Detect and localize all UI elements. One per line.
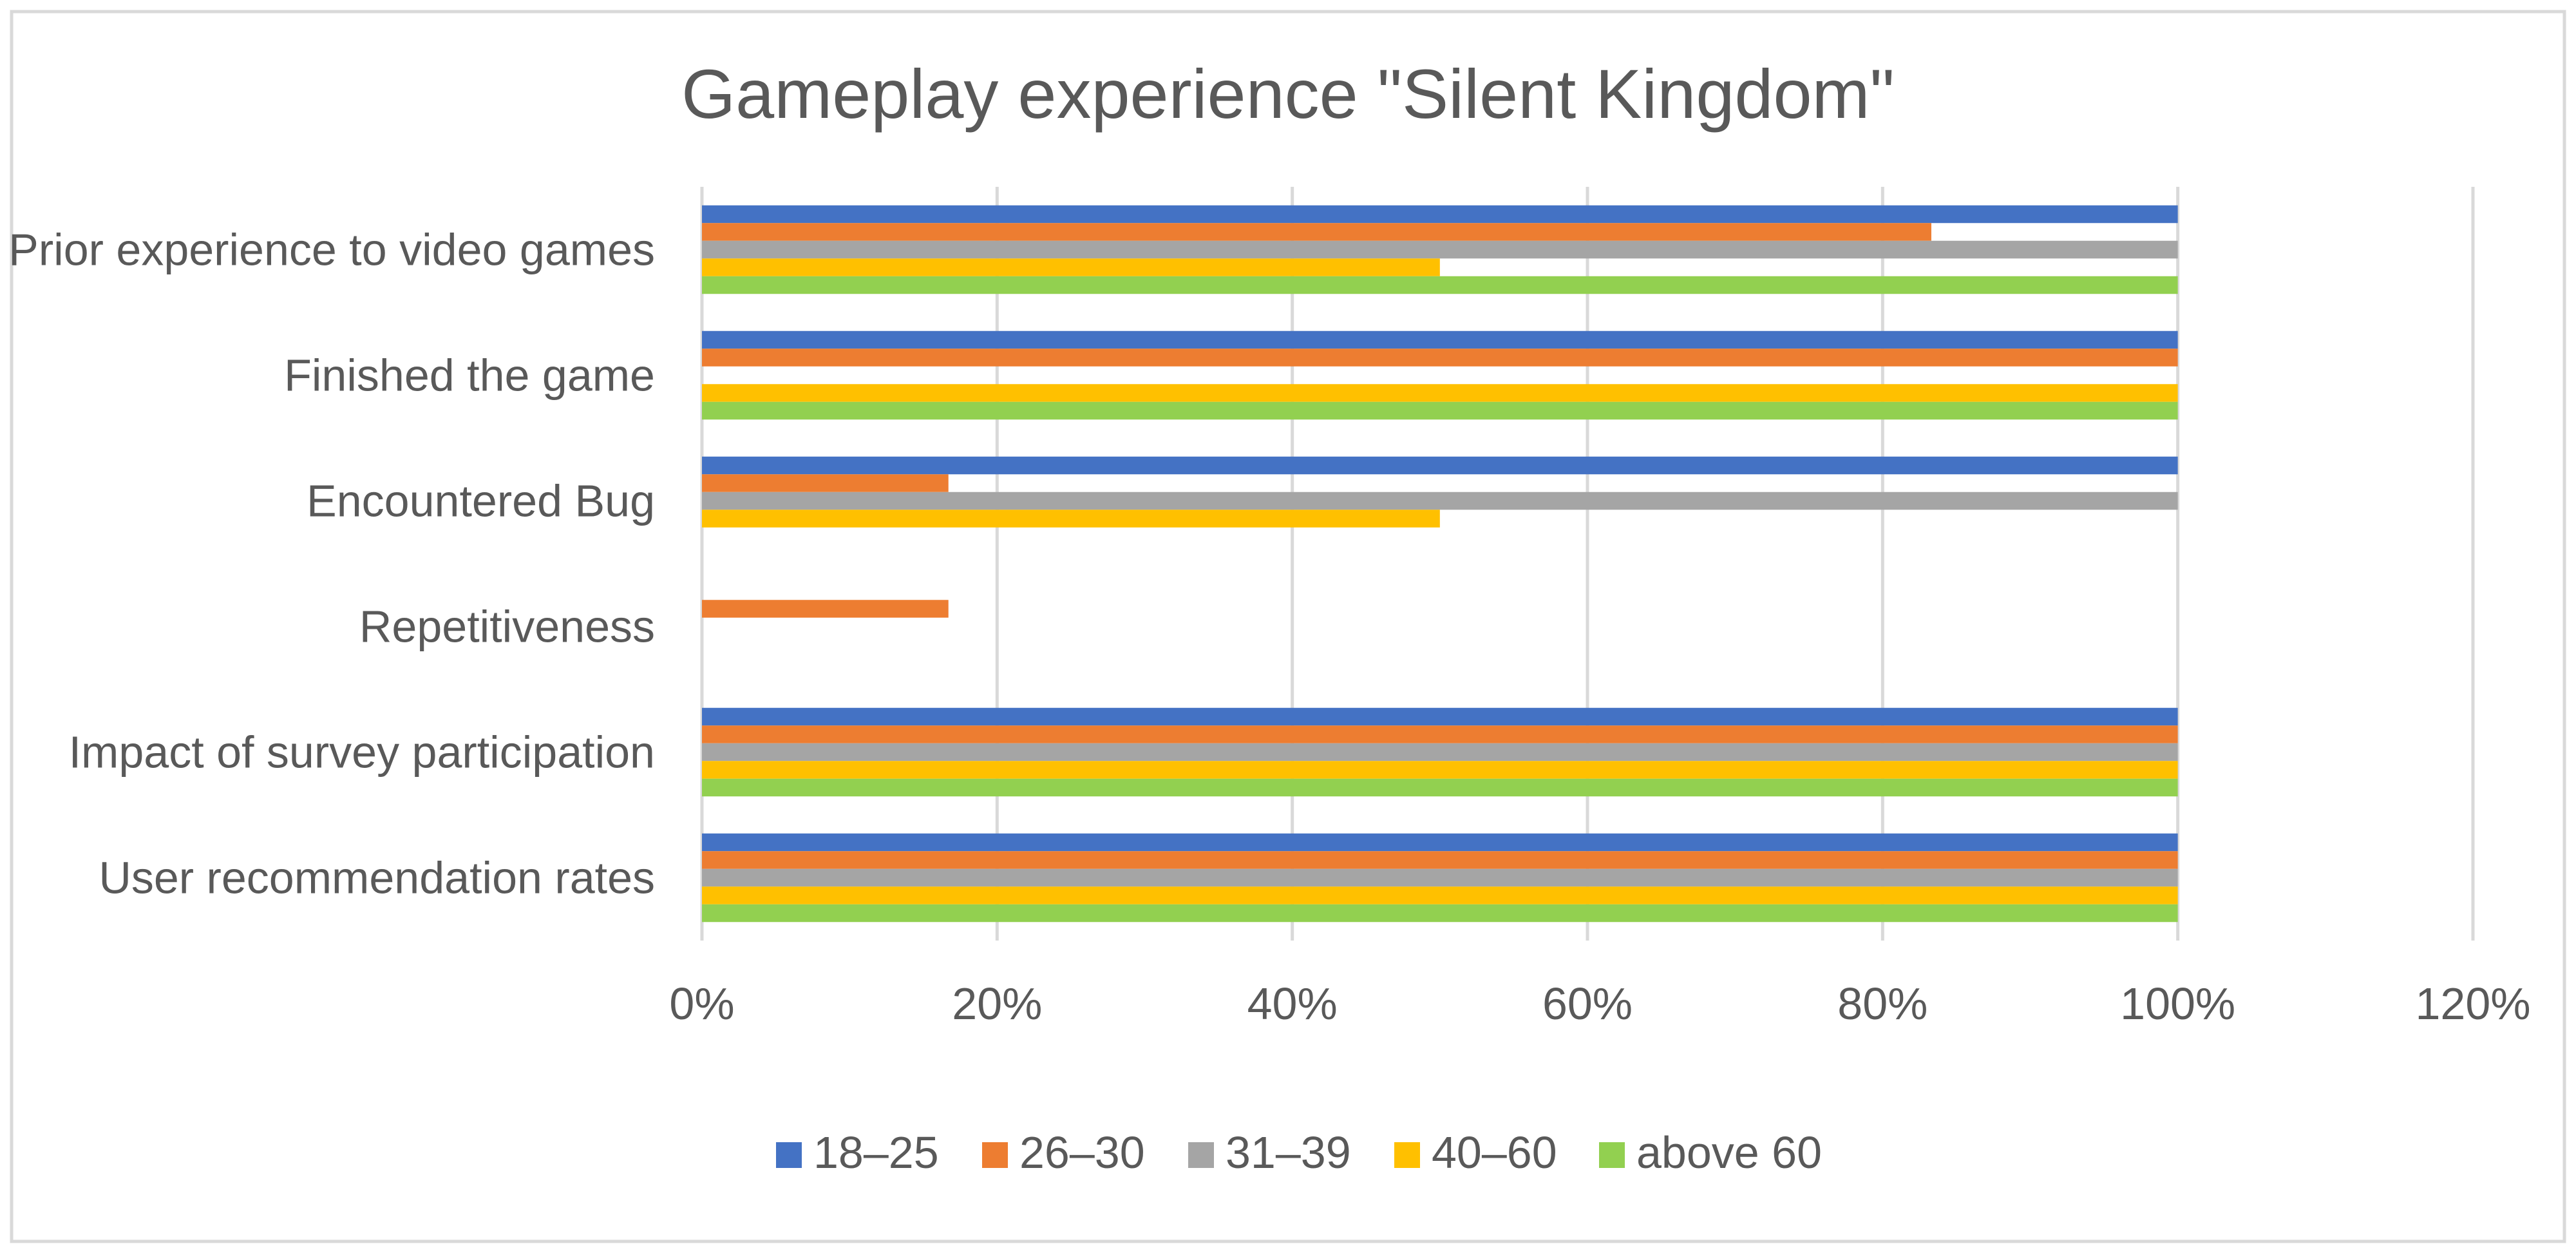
category-label: Finished the game (284, 350, 655, 401)
legend-label: 31–39 (1226, 1127, 1351, 1178)
y-axis-labels: Prior experience to video games Finished … (8, 225, 655, 903)
legend-label: above 60 (1636, 1127, 1822, 1178)
bar (702, 276, 2178, 294)
bar (702, 349, 2178, 367)
bar (702, 725, 2178, 743)
bar (702, 223, 1931, 241)
x-tick-label: 120% (2415, 979, 2530, 1029)
legend-label: 40–60 (1432, 1127, 1557, 1178)
legend-swatch (776, 1142, 802, 1168)
legend-swatch (1394, 1142, 1420, 1168)
bar (702, 474, 949, 492)
bar (702, 258, 1440, 276)
bar (702, 240, 2178, 259)
x-axis-ticks: 0% 20% 40% 60% 80% 100% 120% (669, 979, 2530, 1029)
x-tick-label: 20% (952, 979, 1042, 1029)
bar (702, 384, 2178, 402)
bar (702, 868, 2178, 887)
bar (702, 510, 1440, 528)
bar (702, 851, 2178, 869)
x-tick-label: 0% (669, 979, 734, 1029)
bar (702, 456, 2178, 475)
bar (702, 707, 2178, 726)
legend-swatch (1188, 1142, 1214, 1168)
category-label: Repetitiveness (359, 602, 655, 652)
bar (702, 330, 2178, 349)
legend-label: 26–30 (1019, 1127, 1145, 1178)
bars (702, 205, 2178, 923)
bar (702, 205, 2178, 224)
x-tick-label: 100% (2120, 979, 2235, 1029)
legend-swatch (982, 1142, 1008, 1168)
bar (702, 761, 2178, 779)
x-tick-label: 80% (1837, 979, 1927, 1029)
legend: 18–25 26–30 31–39 40–60 above 60 (776, 1127, 1822, 1178)
legend-label: 18–25 (813, 1127, 939, 1178)
bar (702, 401, 2178, 420)
bar (702, 743, 2178, 761)
legend-swatch (1599, 1142, 1625, 1168)
chart-title: Gameplay experience "Silent Kingdom" (681, 55, 1895, 133)
bar (702, 833, 2178, 852)
bar (702, 904, 2178, 923)
category-label: Prior experience to video games (8, 225, 655, 275)
bar (702, 778, 2178, 797)
category-label: Encountered Bug (307, 476, 655, 526)
x-tick-label: 40% (1247, 979, 1338, 1029)
bar (702, 492, 2178, 510)
bar (702, 886, 2178, 904)
x-tick-label: 60% (1542, 979, 1633, 1029)
gridlines (700, 187, 2475, 941)
category-label: Impact of survey participation (69, 727, 655, 778)
bar (702, 600, 949, 618)
category-label: User recommendation rates (99, 853, 655, 903)
